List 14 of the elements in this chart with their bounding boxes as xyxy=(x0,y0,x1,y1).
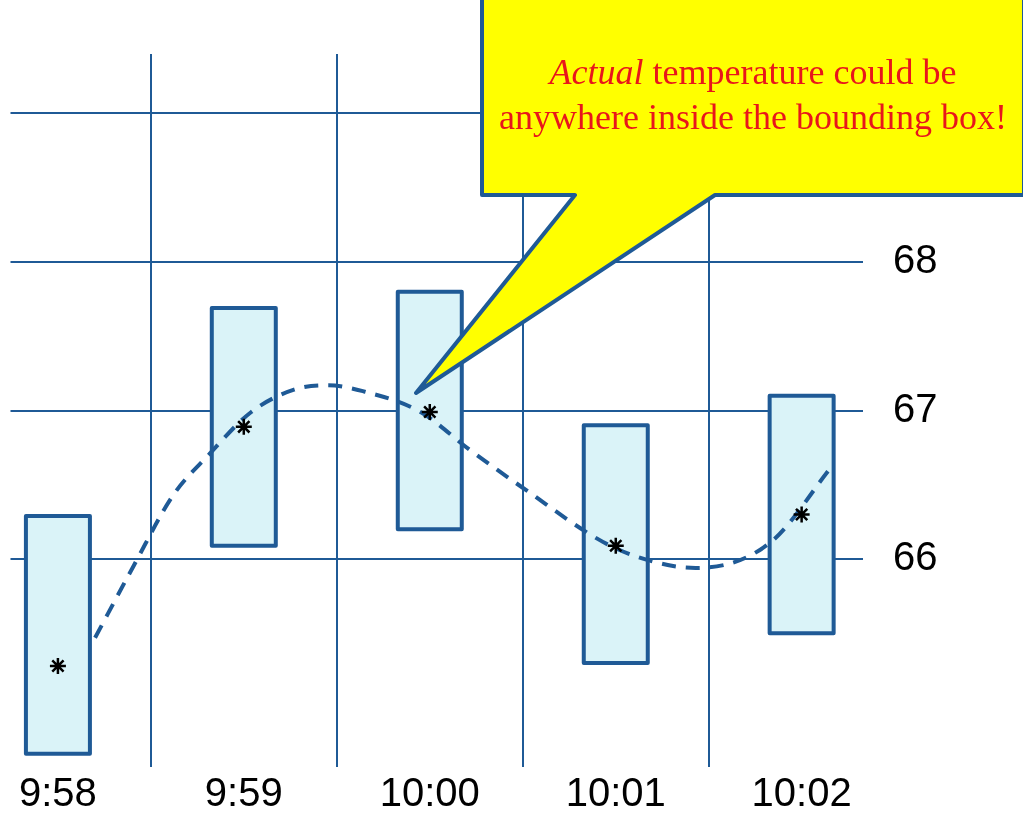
x-tick-label: 9:58 xyxy=(18,770,97,815)
annotation: Actual temperature could be anywhere inside the bounding box! xyxy=(498,51,1008,139)
point xyxy=(792,505,811,524)
x-tick-label: 10:02 xyxy=(751,770,852,815)
point xyxy=(606,536,626,555)
point xyxy=(48,656,68,676)
x-tick-label: 10:01 xyxy=(565,770,666,815)
y-tick-label: 68 xyxy=(893,236,938,281)
y-tick-label: 67 xyxy=(893,385,938,430)
point xyxy=(234,417,254,437)
x-tick-label: 10:00 xyxy=(379,770,480,815)
y-tick-label: 66 xyxy=(893,534,938,579)
x-tick-label: 9:59 xyxy=(204,770,283,815)
point xyxy=(420,402,440,422)
